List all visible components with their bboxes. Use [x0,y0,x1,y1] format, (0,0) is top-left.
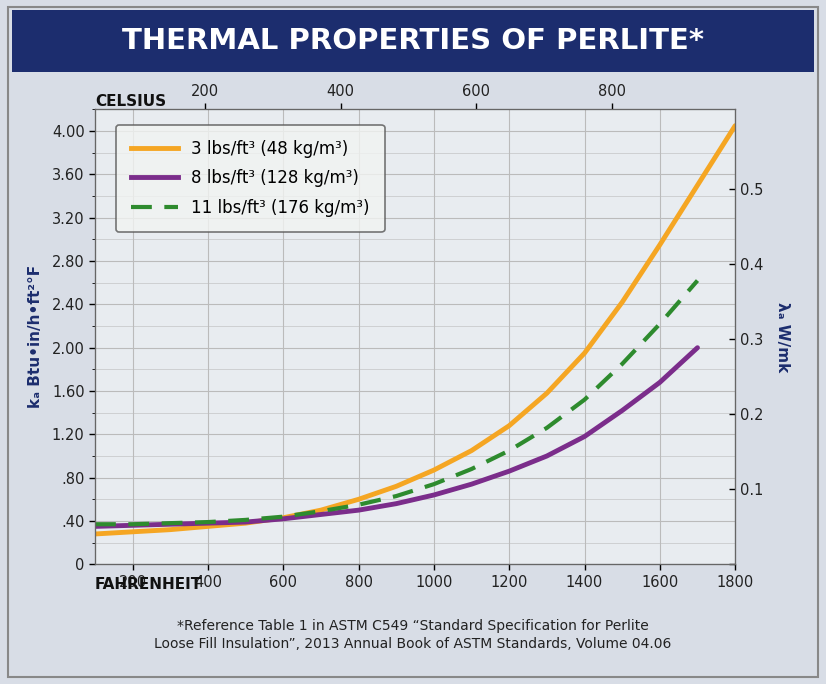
Text: CELSIUS: CELSIUS [95,94,166,109]
Legend: 3 lbs/ft³ (48 kg/m³), 8 lbs/ft³ (128 kg/m³), 11 lbs/ft³ (176 kg/m³): 3 lbs/ft³ (48 kg/m³), 8 lbs/ft³ (128 kg/… [116,124,385,232]
Text: Loose Fill Insulation”, 2013 Annual Book of ASTM Standards, Volume 04.06: Loose Fill Insulation”, 2013 Annual Book… [154,637,672,651]
Text: *Reference Table 1 in ASTM C549 “Standard Specification for Perlite: *Reference Table 1 in ASTM C549 “Standar… [177,619,649,633]
Y-axis label: kₐ Btu•in/h•ft²°F: kₐ Btu•in/h•ft²°F [28,265,44,408]
Y-axis label: λₐ W/mk: λₐ W/mk [775,302,790,372]
Text: THERMAL PROPERTIES OF PERLITE*: THERMAL PROPERTIES OF PERLITE* [122,27,704,55]
Text: FAHRENHEIT: FAHRENHEIT [95,577,202,592]
